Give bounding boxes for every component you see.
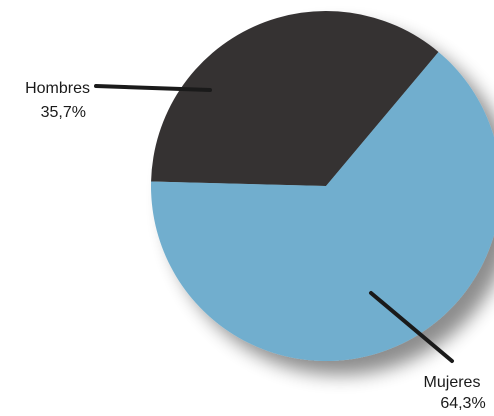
slice-label-hombres: Hombres <box>25 80 90 97</box>
pie-slice-mujeres <box>151 51 494 361</box>
slice-label-mujeres: Mujeres <box>424 374 481 391</box>
callout-line-mujeres <box>369 291 454 363</box>
pie-slice-hombres <box>151 10 439 187</box>
callout-line-hombres <box>94 84 212 92</box>
pie-slices <box>151 10 494 361</box>
slice-value-hombres: 35,7% <box>41 104 86 121</box>
slice-value-mujeres: 64,3% <box>440 395 485 411</box>
